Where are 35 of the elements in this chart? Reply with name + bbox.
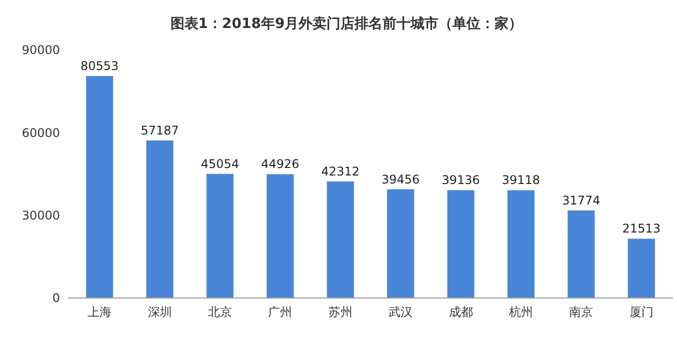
data-label: 39118 — [502, 173, 540, 188]
data-label: 44926 — [261, 157, 300, 172]
data-label: 80553 — [80, 59, 119, 74]
bar — [86, 76, 114, 298]
x-tick-label: 武汉 — [388, 305, 413, 319]
x-tick-label: 广州 — [268, 305, 292, 319]
y-tick-label: 90000 — [22, 43, 60, 58]
bar — [568, 210, 595, 298]
x-tick-label: 北京 — [208, 305, 232, 319]
bar — [447, 190, 474, 298]
bar — [266, 174, 294, 298]
bar — [507, 190, 535, 298]
x-tick-label: 厦门 — [629, 305, 654, 319]
y-tick-label: 30000 — [22, 208, 60, 223]
data-label: 57187 — [140, 123, 179, 138]
x-tick-label: 深圳 — [148, 305, 172, 319]
bar — [206, 174, 234, 298]
y-tick-label: 60000 — [22, 126, 60, 140]
x-tick-label: 成都 — [448, 305, 473, 319]
chart-title: 图表1：2018年9月外卖门店排名前十城市（单位：家） — [170, 15, 523, 32]
bar — [146, 140, 174, 298]
x-tick-label: 南京 — [569, 305, 594, 319]
data-label: 45054 — [200, 156, 240, 171]
bar — [387, 189, 414, 298]
data-label: 21513 — [622, 222, 660, 236]
x-tick-label: 上海 — [88, 305, 112, 319]
bar — [326, 181, 354, 298]
data-label: 39136 — [442, 173, 480, 188]
data-label: 31774 — [562, 193, 600, 208]
y-tick-label: 0 — [52, 291, 60, 306]
data-label: 39456 — [382, 172, 420, 186]
x-tick-label: 杭州 — [508, 305, 533, 319]
data-label: 42312 — [321, 164, 360, 178]
bar — [628, 238, 655, 298]
x-tick-label: 苏州 — [328, 305, 352, 319]
